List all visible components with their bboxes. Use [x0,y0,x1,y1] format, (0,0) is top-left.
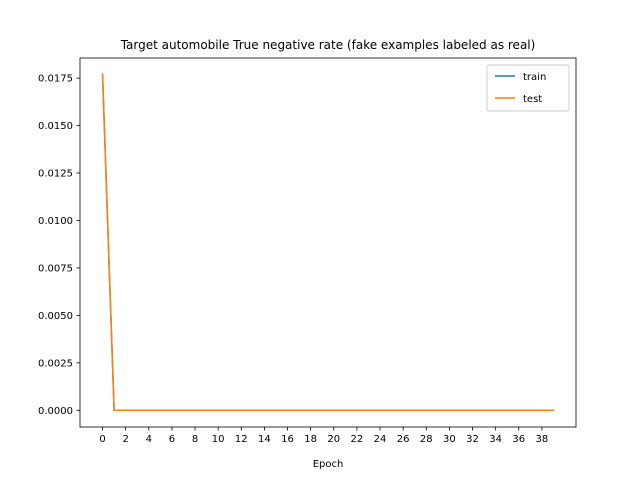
x-tick-label: 4 [146,434,152,445]
x-tick-label: 26 [397,434,410,445]
y-axis: 0.0000 0.0025 0.0050 0.0075 0.0100 0.0125 0.01… [38,74,80,417]
plot-area [79,57,577,428]
x-tick-label: 16 [281,434,294,445]
x-tick-label: 34 [489,434,502,445]
x-tick-label: 28 [420,434,433,445]
x-tick-label: 0 [99,434,105,445]
x-tick-label: 18 [304,434,317,445]
x-tick-label: 38 [536,434,549,445]
y-tick-label: 0.0125 [38,169,73,180]
legend: train test [486,64,570,112]
y-tick-label: 0.0000 [38,406,73,417]
x-tick-label: 8 [192,434,198,445]
y-tick-label: 0.0075 [38,263,73,274]
legend-label-train: train [523,72,546,83]
x-axis: 0 2 4 6 8 10 12 14 16 18 20 22 24 26 28 30 32 34 36 38 [99,427,548,445]
x-tick-label: 32 [466,434,479,445]
x-tick-label: 14 [258,434,271,445]
x-tick-label: 2 [122,434,128,445]
x-tick-label: 30 [443,434,456,445]
plot-background [80,58,576,427]
x-tick-label: 36 [512,434,525,445]
chart-title: Target automobile True negative rate (fa… [120,38,536,52]
x-tick-label: 22 [351,434,364,445]
x-axis-label: Epoch [313,459,344,470]
y-tick-label: 0.0150 [38,121,73,132]
x-tick-label: 24 [374,434,387,445]
legend-label-test: test [523,94,542,105]
x-tick-label: 20 [327,434,340,445]
plot-frame [79,57,577,428]
y-tick-label: 0.0100 [38,216,73,227]
series-line-test [101,73,555,412]
x-tick-label: 12 [235,434,248,445]
y-tick-label: 0.0050 [38,311,73,322]
x-tick-label: 10 [212,434,225,445]
x-tick-label: 6 [169,434,175,445]
y-tick-label: 0.0175 [38,74,73,85]
y-tick-label: 0.0025 [38,358,73,369]
